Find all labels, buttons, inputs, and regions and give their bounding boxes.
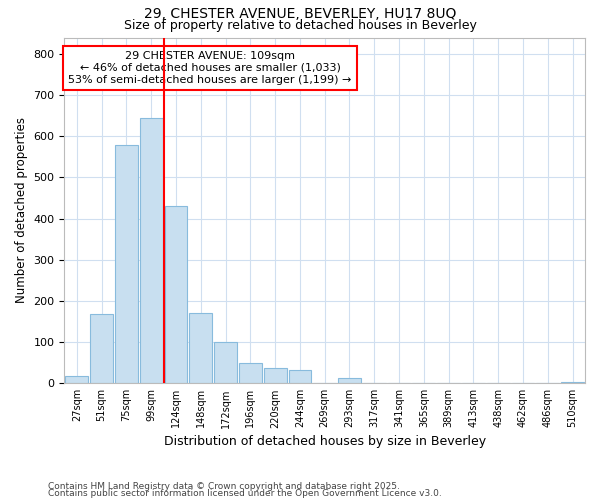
Bar bbox=[289, 370, 311, 384]
Text: 29 CHESTER AVENUE: 109sqm
← 46% of detached houses are smaller (1,033)
53% of se: 29 CHESTER AVENUE: 109sqm ← 46% of detac… bbox=[68, 52, 352, 84]
Bar bbox=[164, 206, 187, 384]
Bar bbox=[264, 368, 287, 384]
Y-axis label: Number of detached properties: Number of detached properties bbox=[15, 118, 28, 304]
Bar bbox=[115, 144, 138, 384]
Text: Contains public sector information licensed under the Open Government Licence v3: Contains public sector information licen… bbox=[48, 490, 442, 498]
X-axis label: Distribution of detached houses by size in Beverley: Distribution of detached houses by size … bbox=[164, 434, 486, 448]
Bar bbox=[214, 342, 237, 384]
Text: 29, CHESTER AVENUE, BEVERLEY, HU17 8UQ: 29, CHESTER AVENUE, BEVERLEY, HU17 8UQ bbox=[144, 8, 456, 22]
Bar bbox=[140, 118, 163, 384]
Bar bbox=[65, 376, 88, 384]
Bar bbox=[561, 382, 584, 384]
Bar bbox=[239, 362, 262, 384]
Text: Size of property relative to detached houses in Beverley: Size of property relative to detached ho… bbox=[124, 18, 476, 32]
Bar bbox=[90, 314, 113, 384]
Text: Contains HM Land Registry data © Crown copyright and database right 2025.: Contains HM Land Registry data © Crown c… bbox=[48, 482, 400, 491]
Bar bbox=[338, 378, 361, 384]
Bar bbox=[190, 312, 212, 384]
